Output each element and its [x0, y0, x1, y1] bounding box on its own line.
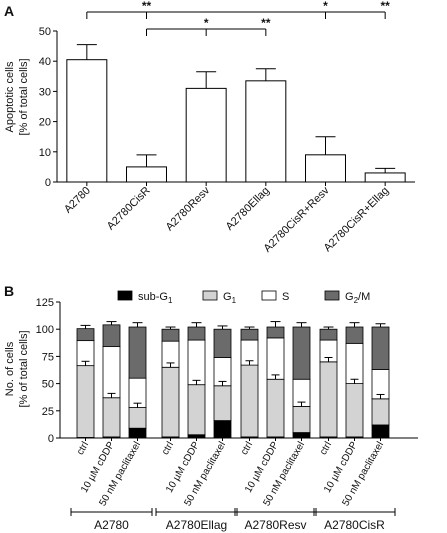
a-ytick-label: 20 [39, 117, 51, 129]
a-sig-label: ** [142, 0, 152, 13]
b-group-label: A2780CisR [324, 518, 385, 532]
b-bar-segment [345, 383, 364, 438]
a-bar [305, 154, 346, 183]
b-bar-segment [292, 326, 311, 380]
b-legend-label: S [282, 291, 289, 303]
b-ytick-label: 50 [42, 379, 54, 391]
b-legend-swatch [261, 290, 277, 301]
b-bar-segment [240, 328, 259, 341]
b-bar-segment [266, 326, 285, 339]
a-sig-label: * [204, 16, 209, 30]
b-bar-segment [128, 326, 147, 379]
b-legend-swatch [324, 290, 340, 301]
panel-b: B sub-G1 G1 S G2/M No. of cells [% of total… [4, 283, 418, 532]
panel-b-letter: B [4, 283, 14, 299]
b-legend-label-main: S [282, 291, 289, 303]
b-bar-segment [187, 326, 206, 341]
b-ytick-label: 75 [42, 351, 54, 363]
a-sig-label: ** [380, 0, 390, 13]
panel-b-ylabel2: [% of total cells] [18, 330, 30, 407]
panel-b-ylabel: No. of cells [4, 341, 16, 396]
b-xtick-label: ctrl [75, 440, 91, 457]
b-bar-segment [187, 384, 206, 436]
b-xtick-label: ctrl [318, 440, 334, 457]
b-bar-segment [240, 364, 259, 438]
b-legend-label-sub: 1 [232, 296, 237, 305]
b-bar-segment [371, 424, 390, 439]
b-legend-label-sub: 1 [168, 296, 173, 305]
a-bar [185, 87, 227, 183]
b-xtick-label: ctrl [160, 440, 176, 457]
b-bar-segment [266, 337, 285, 380]
panel-a-ylabel2: [% of total cells] [18, 58, 30, 135]
a-xtick-label: A2780CisR+Resv [262, 184, 332, 254]
a-ytick-label: 10 [39, 147, 51, 159]
b-bar-segment [266, 378, 285, 438]
b-bar-segment [292, 432, 311, 439]
b-bar-segment [213, 328, 232, 358]
a-xtick-label: A2780 [62, 185, 93, 216]
a-ytick-label: 50 [39, 26, 51, 38]
b-bar-segment [345, 342, 364, 384]
a-xtick-label: A2780Ellag [224, 185, 272, 233]
b-bar-segment [128, 407, 147, 429]
b-legend-label: G2/M [345, 291, 370, 305]
b-bar-segment [319, 361, 338, 438]
a-bar [245, 80, 287, 183]
b-group-label: A2780Resv [244, 518, 306, 532]
b-group-label: A2780Ellag [166, 518, 227, 532]
b-bar-segment [345, 326, 364, 344]
a-bar [126, 166, 167, 183]
b-legend-label-main: G [345, 291, 354, 303]
panel-a: A Apoptotic cells [% of total cells] 0 10… [4, 0, 415, 255]
b-bar-segment [128, 427, 147, 439]
a-ytick-label: 0 [45, 177, 51, 189]
b-legend-label-suffix: /M [358, 291, 370, 303]
a-xtick-label: A2780Resv [164, 184, 213, 233]
b-bar-segment [102, 397, 121, 438]
b-legend-label-sub: 2 [354, 296, 359, 305]
b-bar-segment [187, 339, 206, 386]
a-xtick-label: A2780CisR+Ellag [322, 185, 392, 255]
b-legend-label-main: sub-G [138, 291, 168, 303]
b-legend-swatch [202, 290, 218, 301]
b-bar-segment [187, 434, 206, 439]
b-bar-segment [371, 326, 390, 370]
a-ytick-label: 30 [39, 86, 51, 98]
b-xtick-label: ctrl [239, 440, 255, 457]
b-bar-segment [161, 366, 180, 438]
a-xtick-label: A2780CisR [105, 185, 153, 233]
b-bar-segment [76, 365, 95, 438]
b-legend-label-main: G [223, 291, 232, 303]
panel-a-ylabel: Apoptotic cells [4, 61, 16, 132]
b-legend-label: sub-G1 [138, 291, 173, 305]
b-bar-segment [371, 398, 390, 426]
b-ytick-label: 25 [42, 406, 54, 418]
b-bar-segment [102, 346, 121, 399]
b-bar-segment [102, 324, 121, 348]
b-group-label: A2780 [94, 518, 129, 532]
panel-a-letter: A [4, 3, 14, 19]
b-legend-swatch [117, 290, 133, 301]
a-ytick-label: 40 [39, 56, 51, 68]
b-ytick-label: 125 [36, 297, 54, 309]
a-sig-label: ** [261, 16, 271, 30]
b-ytick-label: 100 [36, 324, 54, 336]
b-bar-segment [213, 385, 232, 421]
a-sig-label: * [323, 0, 328, 13]
b-bar-segment [76, 328, 95, 342]
b-ytick-label: 0 [48, 433, 54, 445]
b-legend-label: G1 [223, 291, 237, 305]
b-bar-segment [292, 406, 311, 433]
a-bar [364, 172, 406, 183]
b-bar-segment [213, 420, 232, 439]
a-bar [66, 59, 108, 183]
b-bar-segment [161, 328, 180, 342]
b-bar-segment [319, 328, 338, 341]
